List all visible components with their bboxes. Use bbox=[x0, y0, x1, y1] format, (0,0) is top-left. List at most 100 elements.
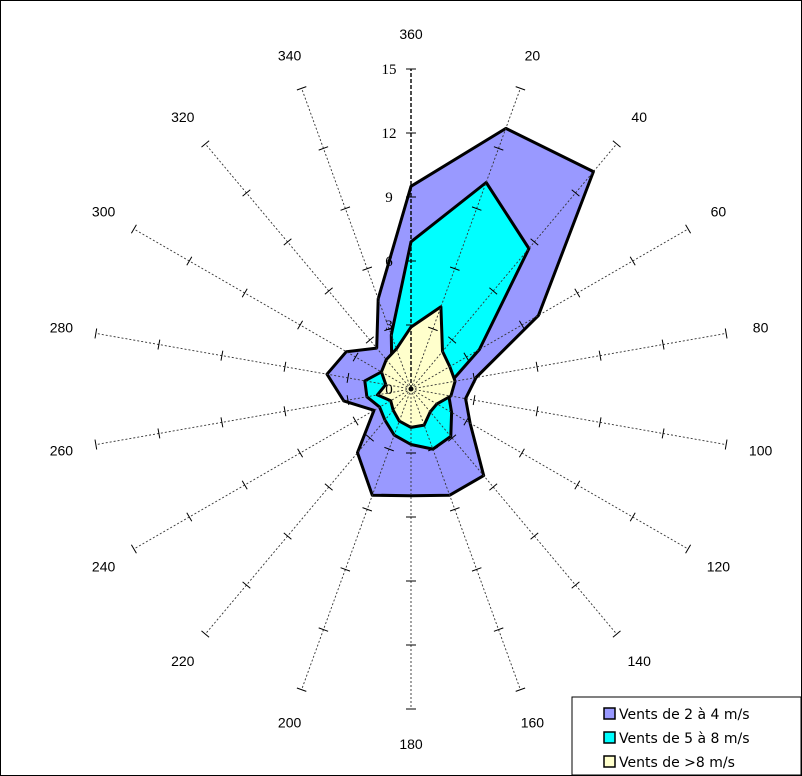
spoke-tick bbox=[352, 352, 359, 362]
spoke-tick bbox=[384, 326, 394, 332]
spoke-200 bbox=[301, 388, 412, 690]
direction-label-340: 340 bbox=[278, 47, 302, 63]
spoke-tick bbox=[296, 86, 307, 91]
spoke-tick bbox=[157, 428, 161, 439]
spoke-tick bbox=[94, 439, 98, 450]
spoke-tick bbox=[130, 544, 137, 554]
spoke-tick bbox=[493, 627, 504, 632]
spoke-300 bbox=[133, 228, 412, 390]
spoke-tick bbox=[530, 238, 539, 246]
spoke-tick bbox=[661, 339, 665, 350]
legend-label-1: Vents de 2 à 4 m/s bbox=[619, 707, 750, 723]
spoke-tick bbox=[186, 256, 193, 266]
spoke-tick bbox=[283, 361, 287, 372]
spoke-tick bbox=[472, 395, 476, 406]
spoke-tick bbox=[220, 417, 224, 428]
spoke-tick bbox=[283, 238, 292, 246]
spoke-tick bbox=[220, 350, 224, 361]
spoke-160 bbox=[410, 388, 521, 690]
legend-swatch-3 bbox=[603, 755, 616, 768]
spoke-tick bbox=[130, 224, 137, 234]
spoke-tick bbox=[471, 567, 482, 572]
direction-label-280: 280 bbox=[50, 319, 74, 335]
spoke-140 bbox=[410, 388, 618, 635]
radial-tick-label: 12 bbox=[382, 126, 397, 142]
direction-label-300: 300 bbox=[92, 204, 116, 220]
spoke-tick bbox=[428, 326, 438, 332]
direction-label-80: 80 bbox=[753, 319, 769, 335]
radial-tick-label: 15 bbox=[382, 62, 397, 78]
direction-label-260: 260 bbox=[50, 443, 74, 459]
spoke-tick bbox=[340, 567, 351, 572]
radial-tick-label: 6 bbox=[385, 254, 393, 270]
legend-swatch-1 bbox=[603, 707, 616, 720]
spoke-tick bbox=[365, 434, 375, 442]
spoke-tick bbox=[428, 446, 438, 452]
spoke-tick bbox=[296, 687, 307, 692]
spoke-tick bbox=[283, 532, 292, 540]
spoke-tick bbox=[463, 352, 470, 362]
direction-label-60: 60 bbox=[711, 204, 727, 220]
spoke-tick bbox=[612, 630, 621, 638]
legend-label-3: Vents de >8 m/s bbox=[619, 755, 735, 771]
spoke-tick bbox=[318, 146, 329, 151]
spoke-tick bbox=[574, 480, 581, 490]
spoke-320 bbox=[204, 143, 412, 390]
radial-tick-label: 0 bbox=[385, 382, 393, 398]
spoke-tick bbox=[186, 512, 193, 522]
spoke-tick bbox=[324, 483, 333, 491]
spoke-tick bbox=[201, 140, 210, 148]
radial-tick-label: 9 bbox=[385, 190, 393, 206]
spoke-340 bbox=[301, 88, 412, 390]
spoke-tick bbox=[447, 434, 457, 442]
spoke-tick bbox=[515, 86, 526, 91]
spoke-tick bbox=[340, 206, 351, 211]
spoke-tick bbox=[324, 287, 333, 295]
spoke-tick bbox=[493, 146, 504, 151]
spoke-tick bbox=[535, 361, 539, 372]
spoke-260 bbox=[95, 388, 412, 446]
spoke-120 bbox=[410, 388, 689, 550]
spoke-tick bbox=[515, 687, 526, 692]
direction-label-220: 220 bbox=[171, 653, 195, 669]
spoke-80 bbox=[410, 332, 727, 390]
spoke-tick bbox=[685, 544, 692, 554]
direction-label-100: 100 bbox=[749, 443, 773, 459]
spoke-tick bbox=[489, 287, 498, 295]
spoke-tick bbox=[449, 266, 460, 271]
spoke-tick bbox=[463, 416, 470, 426]
spoke-220 bbox=[204, 388, 412, 635]
spoke-tick bbox=[612, 140, 621, 148]
direction-label-360: 360 bbox=[399, 26, 423, 42]
spoke-tick bbox=[297, 320, 304, 330]
spoke-tick bbox=[346, 372, 350, 383]
spoke-tick bbox=[530, 532, 539, 540]
spoke-tick bbox=[471, 206, 482, 211]
spoke-tick bbox=[449, 507, 460, 512]
center-dot bbox=[408, 386, 414, 392]
spoke-tick bbox=[574, 288, 581, 298]
radial-tick-label: 3 bbox=[385, 318, 393, 334]
spoke-tick bbox=[598, 350, 602, 361]
spoke-tick bbox=[629, 256, 636, 266]
spoke-tick bbox=[518, 448, 525, 458]
spoke-tick bbox=[157, 339, 161, 350]
spoke-tick bbox=[535, 406, 539, 417]
spoke-tick bbox=[352, 416, 359, 426]
spoke-tick bbox=[661, 428, 665, 439]
spoke-tick bbox=[472, 372, 476, 383]
spoke-tick bbox=[94, 328, 98, 339]
spoke-tick bbox=[685, 224, 692, 234]
legend-label-2: Vents de 5 à 8 m/s bbox=[619, 731, 750, 747]
spoke-60 bbox=[410, 228, 689, 390]
spoke-tick bbox=[242, 581, 251, 589]
spoke-tick bbox=[242, 189, 251, 197]
spoke-tick bbox=[362, 266, 373, 271]
spoke-280 bbox=[95, 332, 412, 390]
spoke-tick bbox=[489, 483, 498, 491]
direction-label-180: 180 bbox=[399, 736, 423, 752]
spoke-40 bbox=[410, 143, 618, 390]
direction-label-320: 320 bbox=[171, 109, 195, 125]
spoke-tick bbox=[297, 448, 304, 458]
spoke-tick bbox=[629, 512, 636, 522]
